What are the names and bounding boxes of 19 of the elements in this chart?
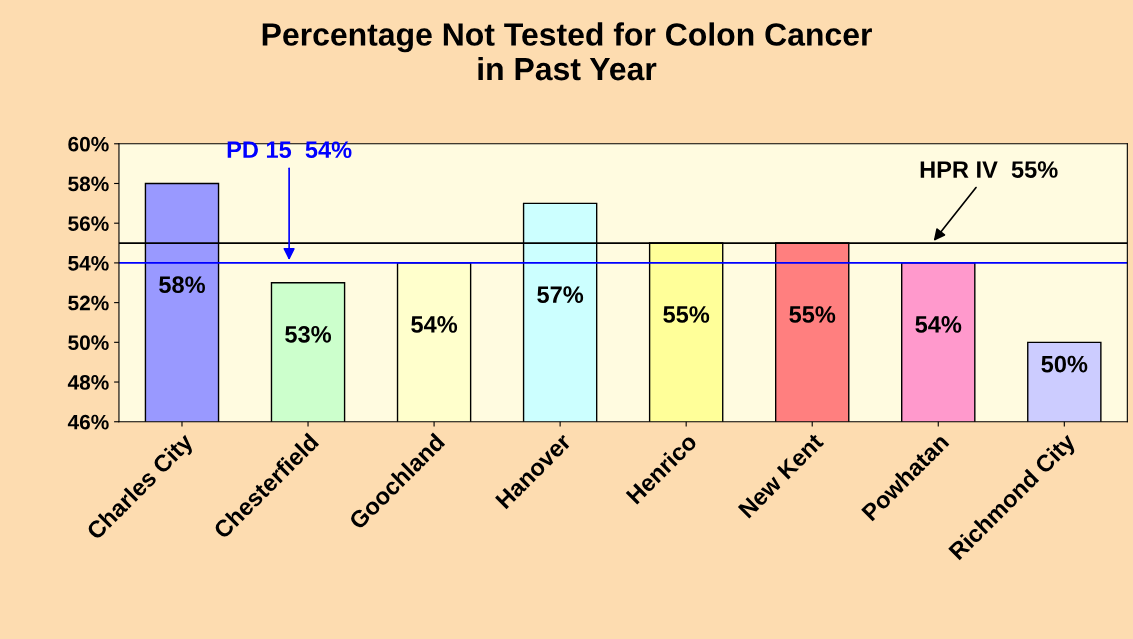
data-label: 53% — [285, 325, 332, 343]
y-tick-label: 54% — [68, 255, 109, 271]
y-tick-label: 50% — [68, 335, 109, 351]
y-tick-label: 52% — [68, 295, 109, 311]
data-label: 50% — [1041, 355, 1088, 373]
data-label: 54% — [411, 316, 458, 333]
y-tick-label: 46% — [67, 414, 109, 430]
ref-line-label: PD 15 54% — [227, 141, 352, 159]
y-tick-label: 60% — [68, 136, 109, 152]
y-tick-label: 48% — [67, 375, 109, 390]
data-label: 54% — [915, 316, 962, 333]
data-label: 58% — [159, 276, 205, 294]
y-tick-label: 58% — [68, 176, 109, 192]
y-tick-label: 56% — [68, 216, 109, 231]
chart-title: Percentage Not Tested for Colon Cancer in Past Year — [262, 22, 872, 81]
ref-line-label: HPR IV 55% — [920, 161, 1058, 178]
data-label: 55% — [663, 306, 710, 323]
data-label: 57% — [537, 286, 584, 303]
data-label: 55% — [789, 306, 836, 323]
